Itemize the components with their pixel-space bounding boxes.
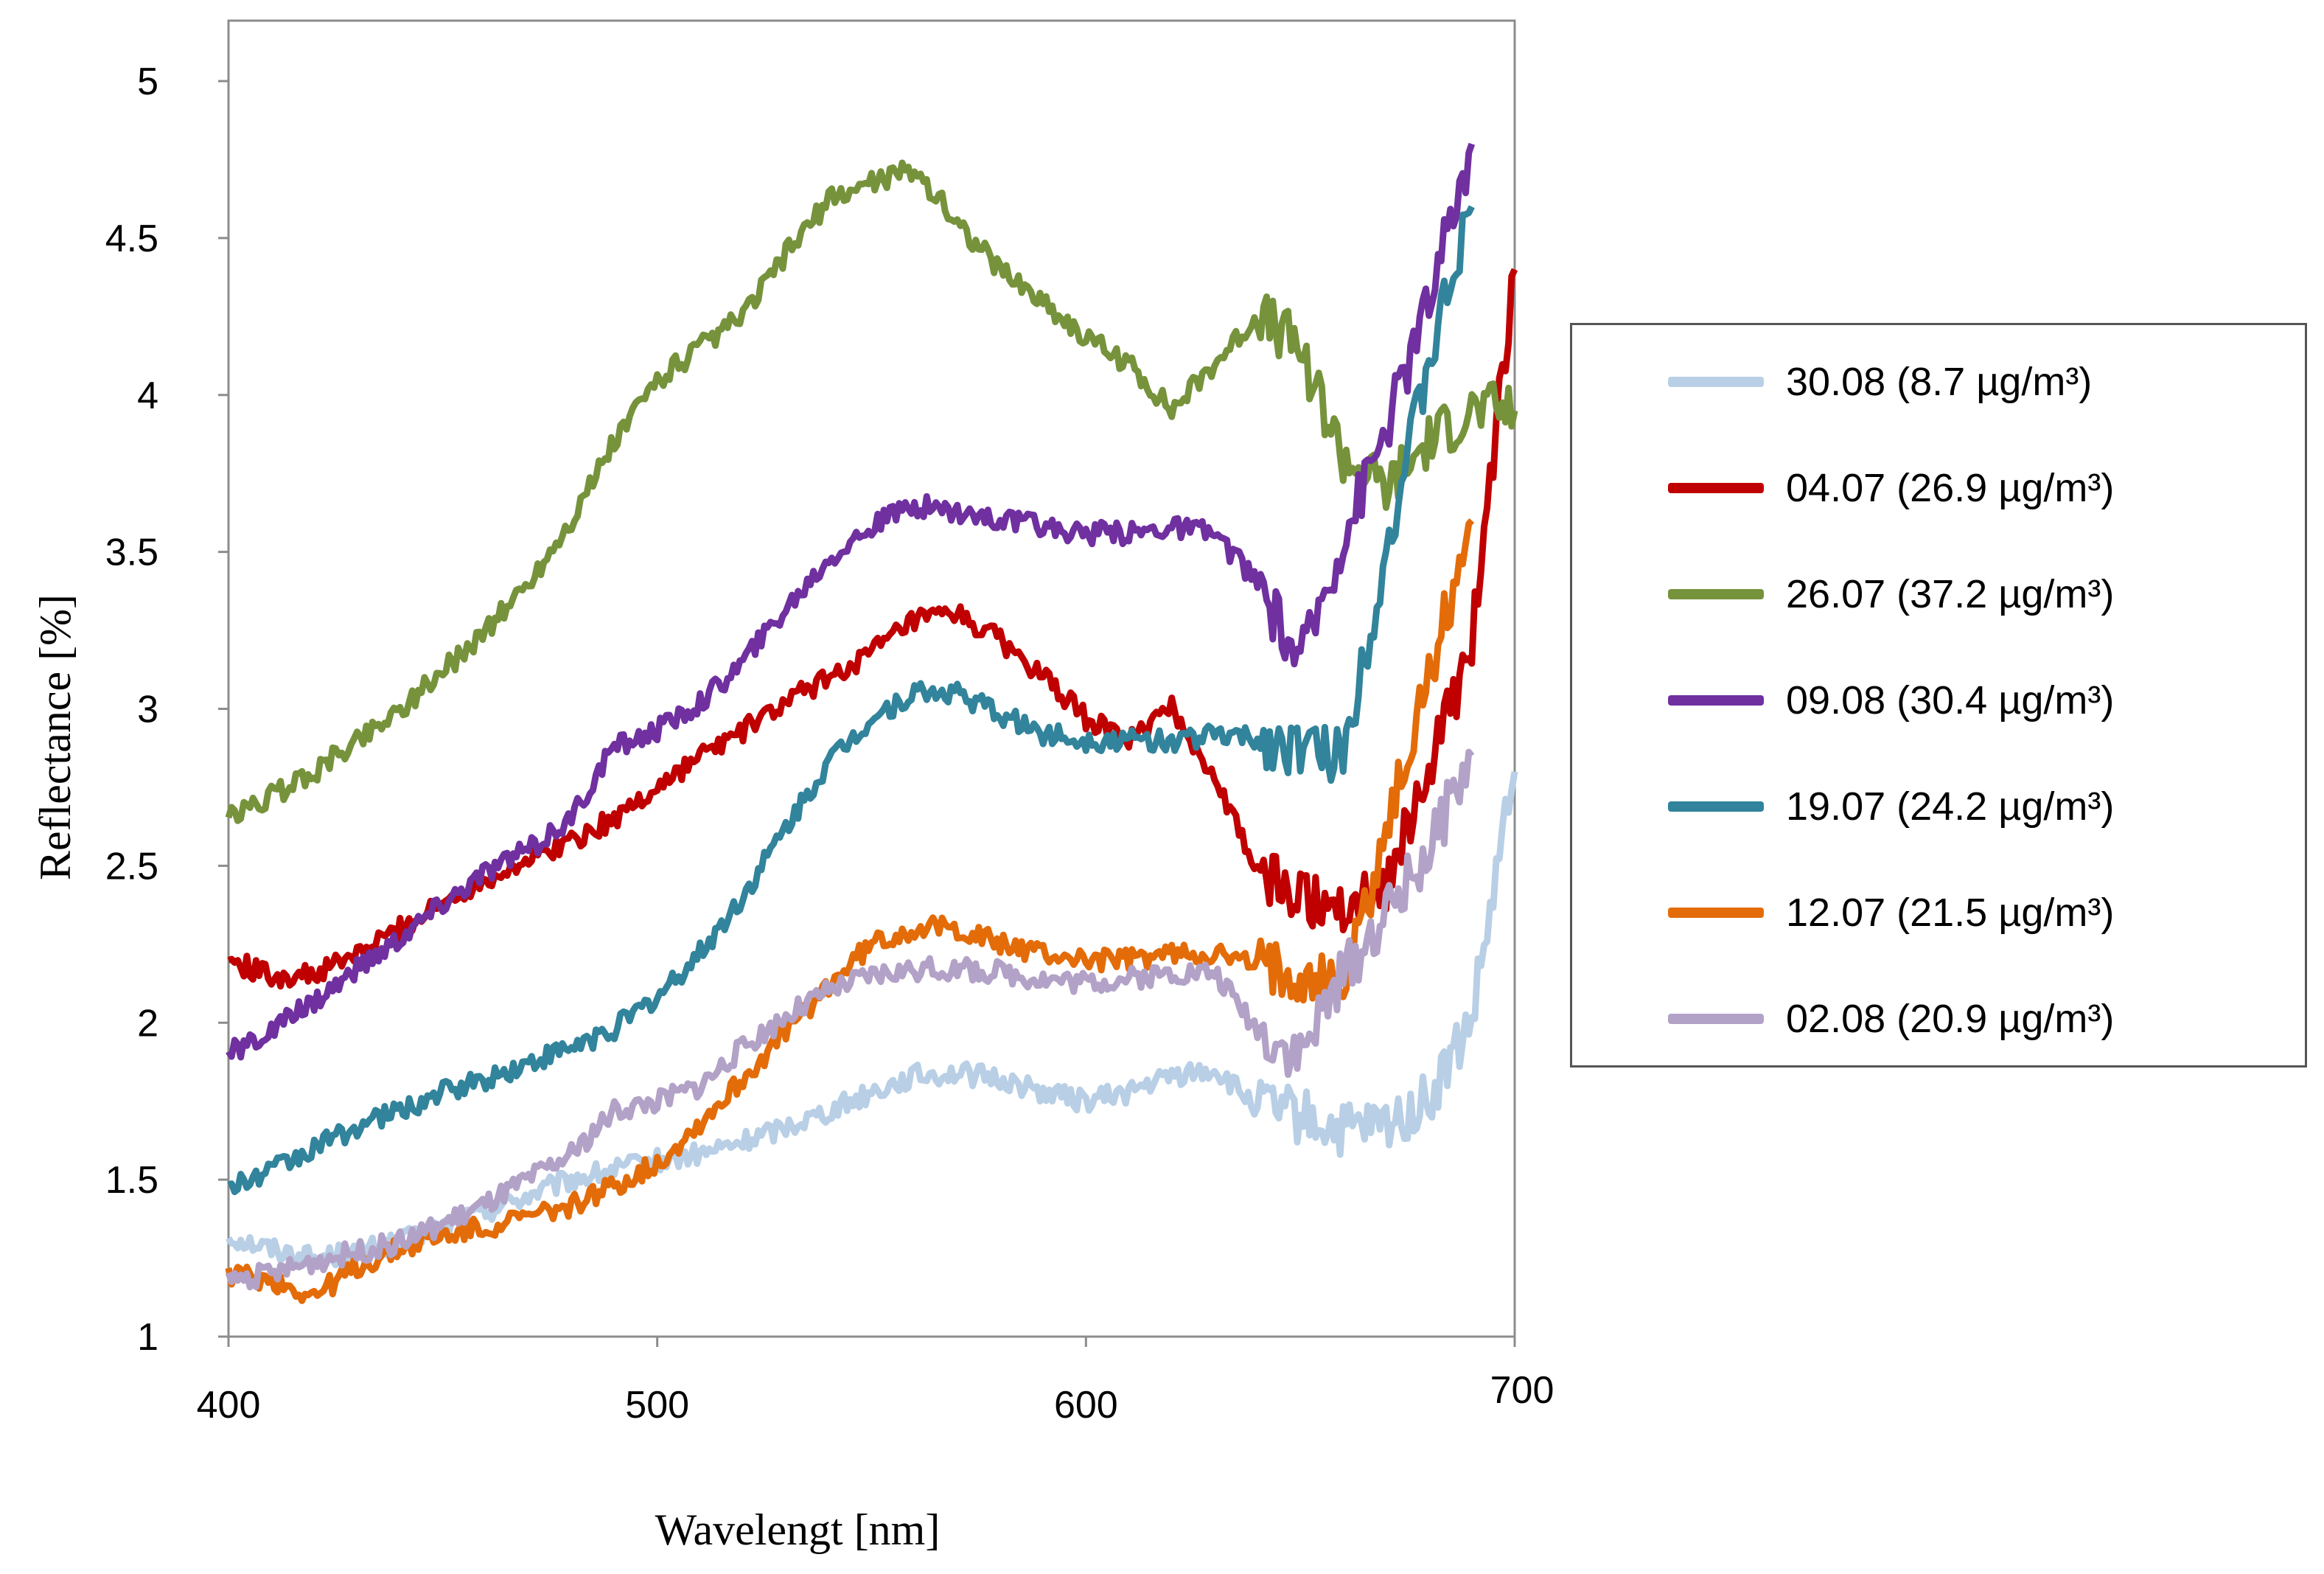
legend-swatch <box>1668 908 1764 918</box>
legend-swatch <box>1668 589 1764 599</box>
legend-swatch <box>1668 483 1764 493</box>
legend-label: 04.07 (26.9 µg/m³) <box>1786 466 2115 510</box>
x-tick-label: 400 <box>197 1384 261 1427</box>
legend-item: 26.07 (37.2 µg/m³) <box>1572 568 2305 620</box>
x-axis-title: Wavelengt [nm] <box>655 1505 941 1554</box>
y-tick-label: 1.5 <box>105 1159 158 1202</box>
legend-label: 19.07 (24.2 µg/m³) <box>1786 784 2115 829</box>
legend-swatch <box>1668 1014 1764 1024</box>
legend-item: 12.07 (21.5 µg/m³) <box>1572 887 2305 939</box>
y-tick-label: 4 <box>137 375 158 417</box>
legend-label: 12.07 (21.5 µg/m³) <box>1786 891 2115 935</box>
legend: 30.08 (8.7 µg/m³) 04.07 (26.9 µg/m³) 26.07… <box>1570 323 2307 1068</box>
y-tick-label: 1 <box>137 1316 158 1359</box>
legend-item: 02.08 (20.9 µg/m³) <box>1572 993 2305 1045</box>
y-tick-label: 2 <box>137 1002 158 1045</box>
legend-swatch <box>1668 801 1764 812</box>
legend-label: 30.08 (8.7 µg/m³) <box>1786 360 2093 404</box>
y-tick-label: 5 <box>137 60 158 103</box>
x-axis-ticks: 400 500 600 700 <box>197 1337 1554 1427</box>
legend-label: 09.08 (30.4 µg/m³) <box>1786 678 2115 722</box>
x-tick-label: 700 <box>1490 1369 1554 1412</box>
series-line-5 <box>225 518 1475 1304</box>
series-line-0 <box>226 770 1518 1270</box>
y-tick-label: 4.5 <box>105 217 158 260</box>
series-line-4 <box>227 205 1475 1196</box>
y-tick-label: 2.5 <box>105 845 158 888</box>
y-axis-ticks: 1 1.5 2 2.5 3 3.5 4 4.5 5 <box>105 60 228 1359</box>
x-tick-label: 600 <box>1054 1384 1118 1427</box>
legend-item: 19.07 (24.2 µg/m³) <box>1572 781 2305 832</box>
legend-label: 26.07 (37.2 µg/m³) <box>1786 572 2115 616</box>
legend-item: 09.08 (30.4 µg/m³) <box>1572 675 2305 726</box>
legend-label: 02.08 (20.9 µg/m³) <box>1786 997 2115 1041</box>
legend-swatch <box>1668 695 1764 706</box>
legend-item: 04.07 (26.9 µg/m³) <box>1572 462 2305 514</box>
series-lines <box>225 142 1518 1304</box>
y-axis-title: Reflectance [%] <box>31 594 80 880</box>
series-line-2 <box>225 159 1518 824</box>
series-line-1 <box>227 268 1518 990</box>
x-tick-label: 500 <box>625 1384 689 1427</box>
series-line-3 <box>226 142 1476 1061</box>
series-line-6 <box>225 748 1475 1291</box>
y-tick-label: 3 <box>137 689 158 731</box>
legend-swatch <box>1668 377 1764 387</box>
y-tick-label: 3.5 <box>105 532 158 574</box>
legend-item: 30.08 (8.7 µg/m³) <box>1572 356 2305 408</box>
